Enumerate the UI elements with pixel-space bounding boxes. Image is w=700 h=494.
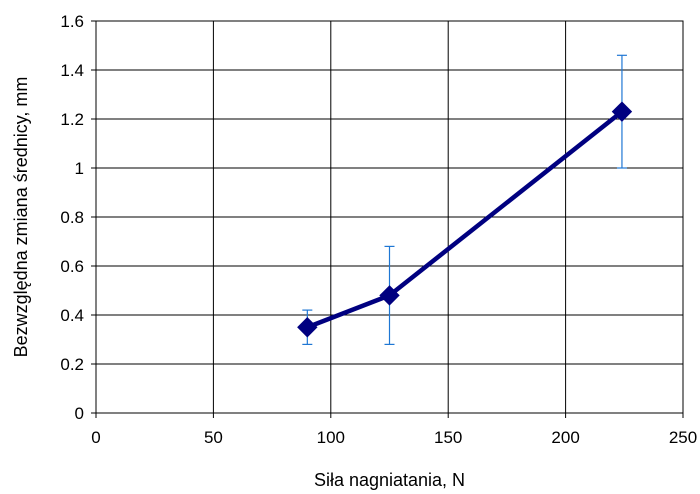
series — [297, 101, 633, 338]
x-tick-label: 150 — [434, 428, 462, 447]
series-line — [306, 109, 624, 330]
x-tick-label: 250 — [669, 428, 697, 447]
y-axis-ticks: 0 0.2 0.4 0.6 0.8 1 1.2 1.4 1.6 — [60, 12, 96, 423]
x-tick-label: 50 — [204, 428, 223, 447]
y-tick-label: 0.8 — [60, 208, 84, 227]
grid — [95, 20, 684, 414]
y-tick-label: 0.6 — [60, 257, 84, 276]
y-tick-label: 1.6 — [60, 12, 84, 31]
y-tick-label: 1.2 — [60, 110, 84, 129]
x-tick-label: 200 — [551, 428, 579, 447]
x-tick-label: 0 — [91, 428, 100, 447]
y-tick-label: 0.2 — [60, 355, 84, 374]
y-tick-label: 1.4 — [60, 61, 84, 80]
y-axis-title: Bezwzględna zmiana średnicy, mm — [11, 77, 31, 358]
x-axis-ticks: 0 50 100 150 200 250 — [91, 413, 697, 447]
error-bars — [302, 54, 627, 345]
y-tick-label: 0.4 — [60, 306, 84, 325]
data-point-marker — [611, 101, 633, 122]
x-tick-label: 100 — [317, 428, 345, 447]
y-tick-label: 1 — [75, 159, 84, 178]
x-axis-title: Siła nagniatania, N — [314, 470, 465, 490]
data-point-marker — [297, 317, 318, 338]
data-point-marker — [379, 285, 400, 306]
y-tick-label: 0 — [75, 404, 84, 423]
